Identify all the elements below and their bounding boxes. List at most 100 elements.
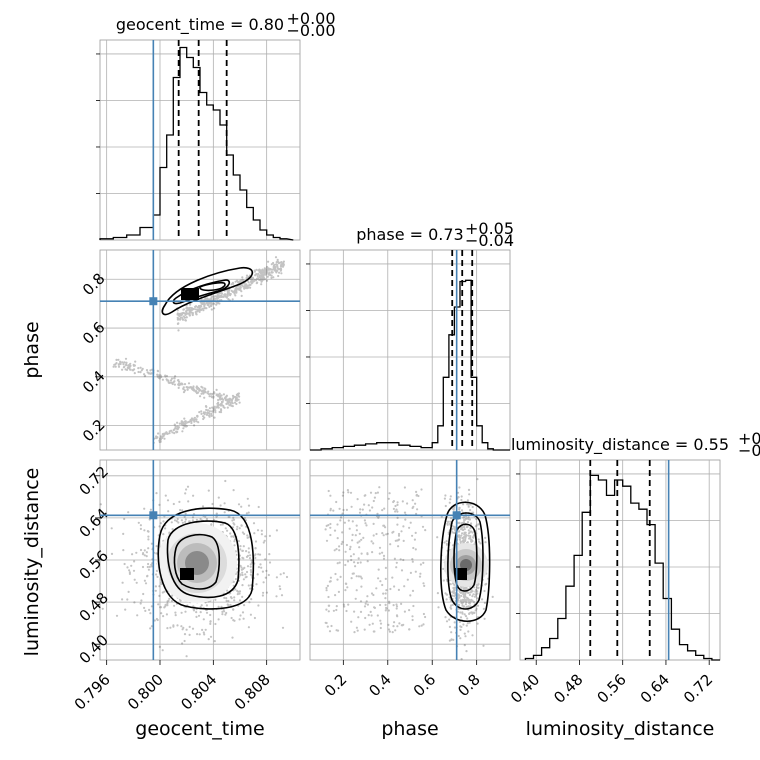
phase-vs-geocent-sample [200,385,203,388]
phase-vs-geocent-sample [184,313,187,316]
ld-vs-geocent-sample [217,496,220,499]
ld-vs-geocent-sample [227,599,230,603]
phase-vs-geocent-sample [183,417,186,420]
ld-vs-geocent-sample [223,502,226,505]
phase-vs-geocent-sample [243,286,246,289]
phase-vs-geocent-sample [182,388,185,391]
ld-vs-phase-sample [373,496,376,499]
phase-vs-geocent-sample [227,289,231,292]
phase-vs-geocent-sample [262,269,265,272]
phase-vs-geocent-sample [250,282,253,285]
ld-vs-geocent-sample [232,518,236,521]
ld-vs-phase-sample [395,566,398,569]
phase-x-xtick-label-1: 0.4 [365,670,395,700]
phase-vs-geocent-sample [186,388,189,391]
ld-vs-phase-sample [324,528,327,531]
phase-vs-geocent-sample [219,411,223,414]
phase-vs-geocent-sample [178,314,181,318]
phase-vs-geocent-sample [229,398,233,401]
ld-vs-phase-sample [392,625,395,628]
phase-vs-geocent-sample [198,389,201,392]
ld-vs-geocent-sample [164,527,167,530]
phase-vs-geocent-sample [222,406,225,409]
ld-vs-phase-scatter [324,478,494,661]
phase-vs-geocent-sample [179,382,182,385]
ld-x-xtick-label-1: 0.48 [550,670,586,706]
phase-vs-geocent-sample [197,309,200,312]
phase-vs-geocent-sample [260,271,263,274]
ld-vs-geocent-sample [229,603,232,607]
ld-vs-geocent-sample [264,535,267,538]
ld-vs-geocent-sample [260,566,263,569]
phase-vs-geocent-sample [178,380,181,383]
ld-vs-geocent-sample [159,606,163,609]
ld-vs-phase-sample [414,531,417,535]
ld-vs-geocent-sample [195,611,198,614]
ld-vs-geocent-sample [178,500,181,503]
ld-vs-phase-sample [460,658,463,661]
ld-vs-phase-sample [358,540,361,543]
xlabel-phase: phase [381,718,438,740]
phase-vs-geocent-sample [258,271,261,274]
phase-vs-geocent-sample [206,298,209,301]
ld-vs-geocent-sample [230,616,233,620]
phase-vs-geocent-sample [261,277,264,280]
phase-vs-geocent-sample [207,393,211,396]
phase-vs-geocent-sample [203,413,206,416]
phase-vs-geocent-sample [193,420,196,423]
phase-vs-geocent-sample [218,410,221,414]
phase-vs-geocent-sample [264,272,267,275]
phase-vs-geocent-sample [276,258,279,261]
phase-vs-geocent-sample [201,301,204,304]
phase-vs-geocent-sample [254,279,258,282]
geocent-x-xtick-label-1: 0.800 [124,670,167,713]
phase-vs-geocent-sample [230,283,233,286]
phase-vs-geocent-sample [206,303,209,306]
ld-vs-geocent-sample [181,509,184,512]
ld-vs-phase-sample [329,507,332,510]
ld-vs-geocent-sample [136,614,139,617]
ld-vs-phase-sample [460,625,463,629]
phase-vs-geocent-sample [161,436,164,439]
ld-vs-phase-sample [392,604,395,607]
ld-vs-phase-sample [457,496,460,499]
phase-vs-geocent-sample [182,387,185,390]
phase-vs-geocent-sample [200,302,203,305]
phase-vs-geocent-sample [259,276,262,279]
ld-vs-phase-sample [339,575,342,579]
ld-vs-phase-sample [344,550,347,553]
ld-vs-geocent-sample [210,523,213,526]
ld-vs-phase-sample [397,588,400,592]
ld-vs-geocent-sample [149,627,152,630]
ld-vs-geocent-sample [156,618,159,622]
phase-vs-geocent-sample [272,265,275,269]
phase-vs-geocent-sample [268,273,271,276]
ld-vs-geocent-sample [223,511,226,514]
phase-vs-geocent-sample [168,430,171,433]
ld-vs-phase-sample [475,517,478,521]
ld-vs-phase-sample [349,555,353,558]
ld-vs-phase-sample [362,536,365,540]
phase-vs-geocent-sample [280,261,283,264]
ld-vs-phase-sample [332,509,335,512]
ld-vs-geocent-sample [226,589,229,592]
ld-vs-phase-sample [385,589,388,592]
ld-vs-phase-sample [469,530,473,533]
ld-vs-geocent-sample [188,520,191,523]
phase-vs-geocent-sample [121,368,124,371]
phase-vs-geocent-sample [243,287,246,290]
ld-vs-geocent-sample [253,616,256,620]
ld-vs-phase-sample [355,589,358,592]
ld-vs-phase-sample [379,619,382,622]
phase-vs-geocent-sample [155,435,158,438]
phase-vs-geocent-sample [175,427,179,430]
phase-vs-geocent-sample [180,420,183,423]
phase-vs-geocent-sample [184,319,187,322]
phase-vs-geocent-sample [211,406,214,409]
phase-vs-geocent-sample [128,364,131,367]
phase-vs-geocent-sample [264,271,267,274]
phase-vs-geocent-sample [139,366,142,369]
ld-vs-geocent-sample [265,569,268,573]
ld-vs-geocent-sample [127,590,130,594]
ld-vs-phase-sample [483,589,486,593]
